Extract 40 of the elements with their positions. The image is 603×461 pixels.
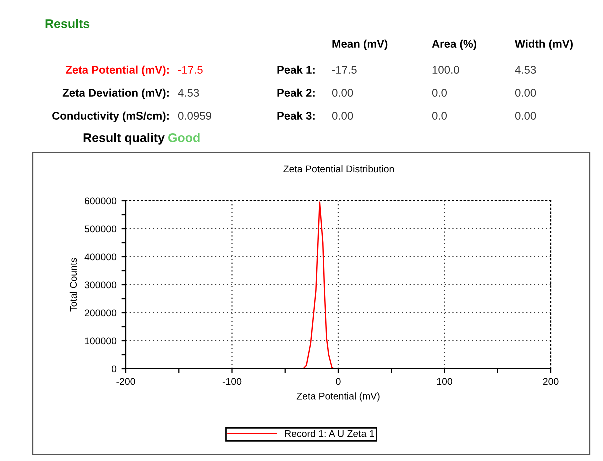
x-tick-label: 100 xyxy=(437,378,452,386)
y-tick-label: 300000 xyxy=(84,282,117,289)
x-tick-label: 0 xyxy=(336,378,341,386)
text: Width (mV) xyxy=(515,40,573,50)
text: Peak 1: xyxy=(278,66,315,74)
text: 0.0 xyxy=(432,89,448,97)
y-tick-label: 0 xyxy=(112,366,117,373)
text: Conductivity (mS/cm): xyxy=(52,112,169,122)
y-axis-title: Total Counts xyxy=(70,258,78,312)
x-axis-title: Zeta Potential (mV) xyxy=(296,392,380,402)
y-tick-label: 600000 xyxy=(85,198,117,205)
text: Result quality xyxy=(84,133,165,145)
text: Zeta Deviation (mV): xyxy=(62,88,169,100)
text: 0.00 xyxy=(332,89,354,97)
text: -17.5 xyxy=(332,66,357,74)
text: Good xyxy=(168,133,200,142)
text: -17.5 xyxy=(178,66,203,74)
text: Mean (mV) xyxy=(332,40,388,50)
text: Area (%) xyxy=(432,40,477,50)
text: Results xyxy=(46,19,90,28)
text: 4.53 xyxy=(515,66,536,74)
text: 4.53 xyxy=(178,89,200,97)
text: Zeta Potential (mV): xyxy=(66,66,169,76)
x-tick-label: 200 xyxy=(543,378,559,386)
text: 100.0 xyxy=(432,66,460,74)
text: 0.0959 xyxy=(178,112,212,120)
text: 0.00 xyxy=(332,112,354,120)
x-tick-label: -100 xyxy=(222,378,242,386)
text: Peak 3: xyxy=(278,112,315,120)
text: 0.0 xyxy=(432,112,448,120)
y-tick-label: 200000 xyxy=(85,310,117,317)
text: Peak 2: xyxy=(278,88,315,97)
chart-title: Zeta Potential Distribution xyxy=(284,165,394,173)
y-tick-label: 100000 xyxy=(85,338,117,345)
text: 0.00 xyxy=(515,89,536,97)
y-tick-label: 400000 xyxy=(84,254,117,261)
y-tick-label: 500000 xyxy=(84,226,117,233)
x-tick-label: -200 xyxy=(116,378,136,386)
text: 0.00 xyxy=(515,112,536,120)
text: Record 1: A U Zeta 1 xyxy=(285,430,374,438)
